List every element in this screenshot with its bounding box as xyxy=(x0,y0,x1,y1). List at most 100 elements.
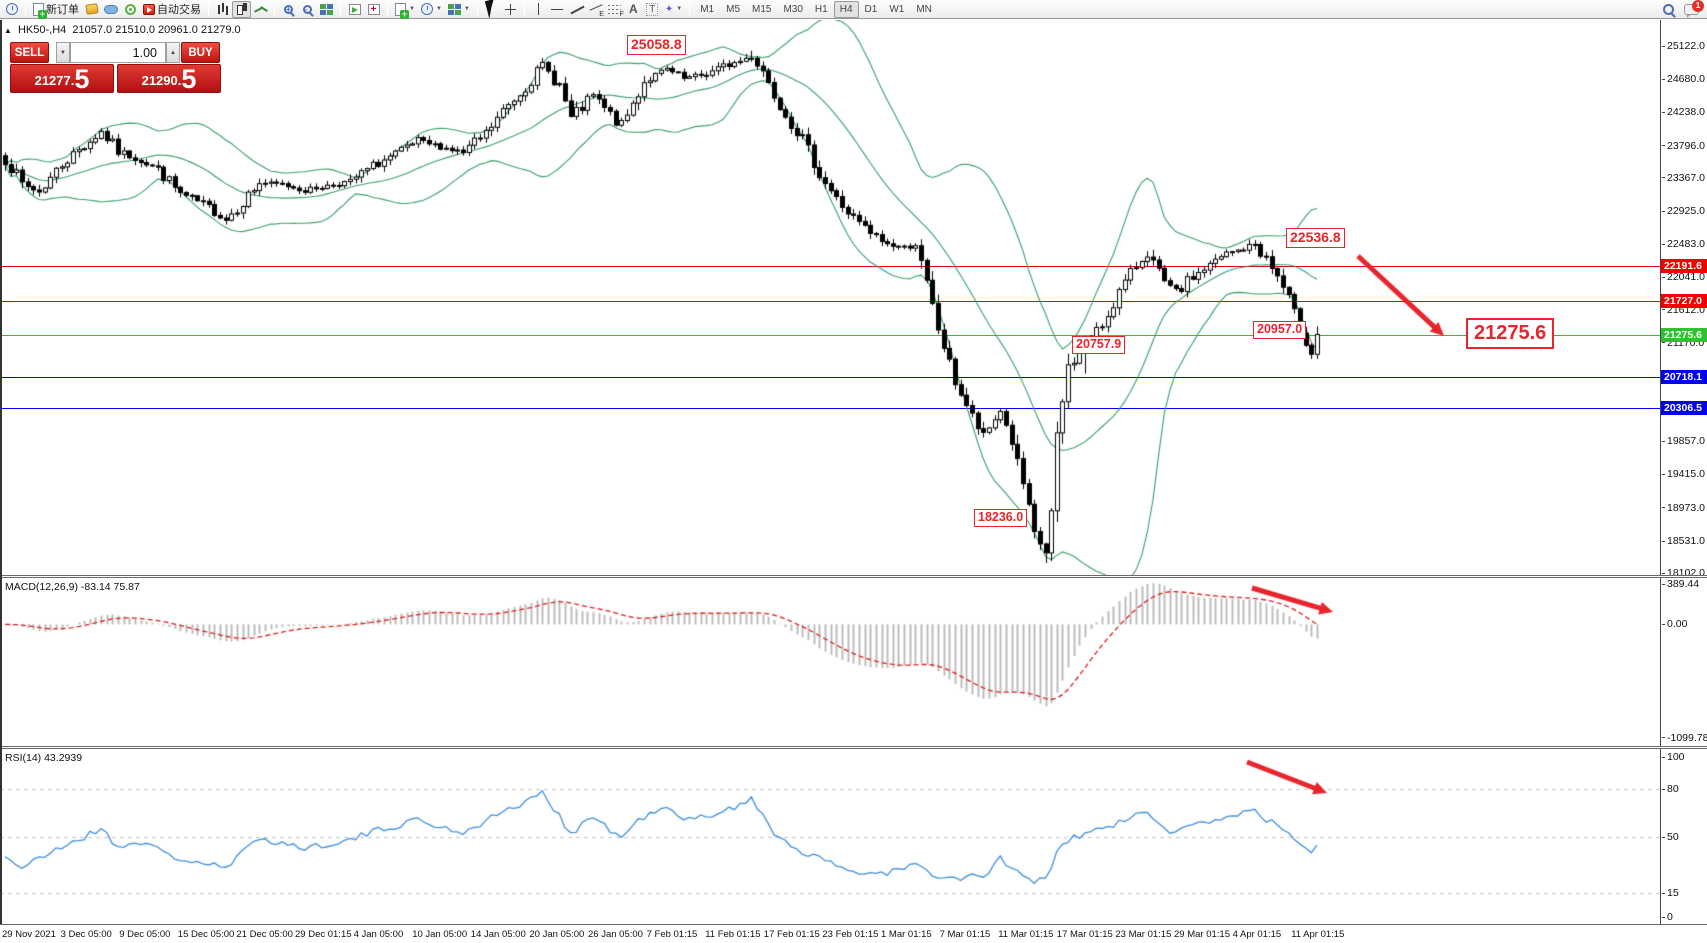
time-axis[interactable]: 29 Nov 2021 3 Dec 05:00 9 Dec 05:00 15 Dec … xyxy=(0,924,1707,943)
signals-button[interactable] xyxy=(121,1,140,18)
macd-panel-chart[interactable] xyxy=(0,578,1660,746)
macd-tick: -1099.78 xyxy=(1662,732,1707,744)
price-tick: 18531.0 xyxy=(1662,535,1705,547)
equidistant-channel-icon xyxy=(589,4,604,18)
arrows-button[interactable]: ✦ ▼ xyxy=(662,1,685,18)
chart-window-icon[interactable] xyxy=(2,1,21,18)
time-tick-label: 11 Feb 01:15 xyxy=(705,929,761,940)
line-chart-button[interactable] xyxy=(251,1,270,18)
timeframe-h1[interactable]: H1 xyxy=(814,3,828,15)
price-annotation: 18236.0 xyxy=(974,509,1028,527)
timeframe-mn[interactable]: MN xyxy=(916,3,932,15)
zoom-in-button[interactable]: + xyxy=(279,1,298,18)
price-tick: 19415.0 xyxy=(1662,468,1705,480)
volume-input[interactable]: 1.00 xyxy=(70,42,166,63)
time-tick-label: 7 Feb 01:15 xyxy=(646,929,698,940)
sell-price-button[interactable]: 21277. 5 xyxy=(10,64,114,93)
new-order-button[interactable]: 新订单 xyxy=(30,1,82,19)
horizontal-line-button[interactable] xyxy=(548,1,567,18)
chat-bubble-icon[interactable]: 1 xyxy=(1684,0,1704,18)
signal-icon xyxy=(125,3,136,15)
buy-price: 21290. xyxy=(141,73,182,88)
rsi-tick: 50 xyxy=(1662,831,1679,843)
trendline-button[interactable] xyxy=(567,1,586,18)
rsi-tick: 15 xyxy=(1662,887,1679,899)
toolbar-right: 1 xyxy=(1663,0,1705,18)
chart-shift-button[interactable] xyxy=(364,1,383,18)
vertical-line-button[interactable] xyxy=(529,1,548,18)
rsi-tick: 80 xyxy=(1662,783,1679,795)
panel-separator[interactable] xyxy=(0,575,1707,578)
time-tick-label: 11 Mar 01:15 xyxy=(998,929,1054,940)
time-tick-label: 17 Feb 01:15 xyxy=(763,929,820,940)
quotes-icon xyxy=(84,3,99,15)
toolbar-separator xyxy=(25,2,26,16)
text-button[interactable]: A xyxy=(624,1,643,18)
time-tick-label: 15 Dec 05:00 xyxy=(177,929,235,940)
quotes-button[interactable] xyxy=(82,1,101,18)
main-price-chart[interactable] xyxy=(0,20,1660,575)
price-annotation: 25058.8 xyxy=(627,35,686,55)
crosshair-button[interactable] xyxy=(501,1,520,18)
macd-indicator-label: MACD(12,26,9) -83.14 75.87 xyxy=(5,581,140,593)
vertical-line-icon xyxy=(532,3,544,15)
trendline-icon xyxy=(570,4,583,15)
time-tick-label: 11 Apr 01:15 xyxy=(1291,929,1345,940)
price-tick: 23367.0 xyxy=(1662,172,1705,184)
time-tick-label: 29 Nov 2021 xyxy=(2,929,56,940)
buy-price-button[interactable]: 21290. 5 xyxy=(117,64,221,93)
timeframe-h4[interactable]: H4 xyxy=(833,0,859,18)
tile-windows-button[interactable] xyxy=(317,1,336,18)
rsi-panel-chart[interactable] xyxy=(0,749,1660,924)
timeframe-m30[interactable]: M30 xyxy=(783,3,803,15)
price-level-badge: 21727.0 xyxy=(1661,294,1707,308)
collapse-panel-icon[interactable]: ▲ xyxy=(4,26,12,35)
template-button[interactable]: ▼ xyxy=(445,1,473,18)
volume-decrease-button[interactable]: ▼ xyxy=(56,42,70,63)
chart-shift-icon xyxy=(367,3,380,15)
sell-button[interactable]: SELL xyxy=(10,42,49,63)
panel-separator[interactable] xyxy=(0,746,1707,749)
volume-increase-button[interactable]: ▲ xyxy=(166,42,180,63)
community-button[interactable] xyxy=(101,1,121,18)
timeframe-w1[interactable]: W1 xyxy=(889,3,905,15)
zoom-in-icon: + xyxy=(284,4,293,14)
rsi-tick: 100 xyxy=(1662,751,1685,763)
timeframe-m15[interactable]: M15 xyxy=(752,3,772,15)
sell-price: 21277. xyxy=(34,73,75,88)
rsi-tick: 0 xyxy=(1662,911,1673,923)
timeframe-m5[interactable]: M5 xyxy=(726,3,741,15)
zoom-out-button[interactable]: - xyxy=(298,1,317,18)
add-indicator-button[interactable]: ▼ xyxy=(392,1,418,19)
fibonacci-button[interactable] xyxy=(605,1,624,18)
shapes-icon: ✦ xyxy=(664,3,674,15)
toolbar-separator xyxy=(387,2,388,16)
new-order-icon xyxy=(33,2,47,19)
timeframe-m1[interactable]: M1 xyxy=(700,3,715,15)
autotrade-button[interactable]: 自动交易 xyxy=(140,1,204,18)
candle-chart-button[interactable] xyxy=(232,0,251,18)
timeframe-d1[interactable]: D1 xyxy=(864,3,878,15)
auto-scroll-button[interactable] xyxy=(345,1,364,18)
tile-windows-icon xyxy=(320,3,333,15)
price-axis[interactable] xyxy=(1660,20,1707,925)
cursor-button[interactable] xyxy=(482,0,501,19)
indicator-plus-icon xyxy=(395,2,409,19)
search-icon[interactable] xyxy=(1663,3,1674,15)
macd-tick: 389.44 xyxy=(1662,578,1699,590)
time-tick-label: 7 Mar 01:15 xyxy=(939,929,991,940)
cursor-icon xyxy=(484,0,498,19)
buy-button[interactable]: BUY xyxy=(181,42,220,63)
price-tick: 19857.0 xyxy=(1662,435,1705,447)
macd-tick: 0.00 xyxy=(1662,618,1687,630)
time-tick-label: 10 Jan 05:00 xyxy=(412,929,468,940)
price-level-badge: 20718.1 xyxy=(1661,370,1707,384)
time-tick-label: 20 Jan 05:00 xyxy=(529,929,585,940)
bar-chart-button[interactable] xyxy=(213,1,232,18)
price-level-badge: 20306.5 xyxy=(1661,401,1707,415)
channel-button[interactable] xyxy=(586,1,605,18)
text-label-button[interactable]: T xyxy=(643,1,662,18)
zoom-out-icon: - xyxy=(303,4,312,14)
period-button[interactable]: ▼ xyxy=(418,1,445,18)
line-chart-icon xyxy=(254,4,267,15)
